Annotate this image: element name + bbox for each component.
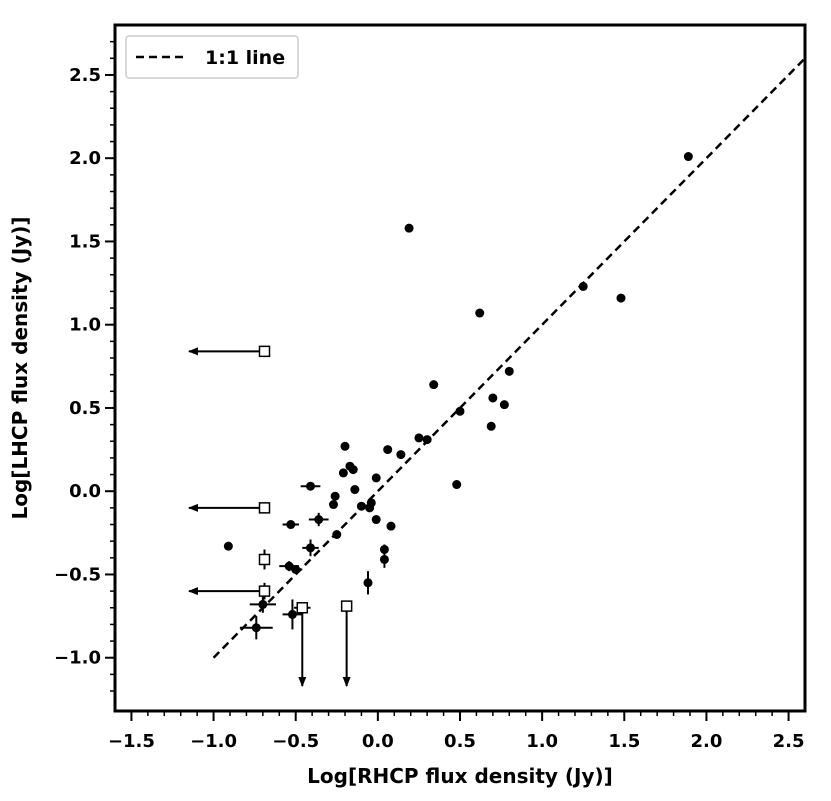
data-point [486,421,496,431]
x-tick-label: −1.0 [190,731,237,752]
y-tick-label: 1.0 [69,315,101,336]
data-point [348,465,358,475]
data-point [499,400,509,410]
data-point [379,544,389,554]
data-point [338,468,348,478]
y-axis-title: Log[LHCP flux density (Jy)] [8,217,32,520]
data-point [314,515,324,525]
y-tick-label: −1.0 [54,648,101,669]
data-point [306,481,315,491]
x-tick-label: −0.5 [272,731,319,752]
x-tick-label: 1.0 [526,731,558,752]
data-point [452,480,462,490]
x-tick-label: 2.0 [690,731,722,752]
data-point [329,500,338,510]
x-tick-label: −1.5 [108,731,155,752]
data-point [223,541,233,551]
x-tick-label: 1.5 [608,731,640,752]
data-point [258,599,268,609]
limit-square [258,345,271,358]
data-point [379,554,389,564]
limit-square [258,553,271,566]
x-axis-ticks: −1.5 −1.0 −0.5 0.0 0.5 1.0 1.5 2.0 2.5 [108,711,805,752]
x-axis-title: Log[RHCP flux density (Jy)] [307,764,613,788]
y-tick-label: 0.5 [69,398,101,419]
data-point [683,152,693,162]
data-point [475,308,485,318]
data-point [429,380,439,390]
limit-square [258,502,271,514]
data-point [330,491,340,501]
data-point [404,223,414,233]
data-point [616,293,626,303]
y-tick-label: 2.0 [69,148,101,169]
x-tick-label: 0.0 [362,731,394,752]
limit-square [296,602,309,614]
data-point [287,609,297,619]
data-point [414,433,424,443]
data-point [504,366,514,376]
data-point [306,543,315,553]
data-point [340,441,350,451]
legend: 1:1 line [125,35,299,79]
limit-square [258,585,271,597]
y-tick-label: 2.5 [69,65,101,86]
y-tick-label: 0.0 [69,481,101,502]
data-point [386,521,396,531]
data-point [422,435,432,445]
data-point [291,564,301,574]
data-point [578,281,588,291]
data-point [383,445,393,455]
data-point [371,515,381,525]
one-to-one-line [212,57,806,659]
data-point [251,623,261,633]
data-point [286,520,296,530]
data-point [488,393,498,403]
legend-box [125,35,299,79]
data-point [356,501,366,511]
data-point [371,473,381,483]
y-tick-label: 1.5 [69,231,101,252]
y-axis-ticks: −1.0 −0.5 0.0 0.5 1.0 1.5 2.0 2.5 [54,40,115,692]
data-point [396,450,406,460]
data-point [363,578,373,588]
limit-square [340,600,353,612]
data-point [365,503,375,513]
data-point [350,485,360,495]
legend-label: 1:1 line [205,47,285,69]
data-point [332,530,342,540]
chart-marks [187,57,806,688]
x-tick-label: 0.5 [444,731,476,752]
x-tick-label: 2.5 [773,731,805,752]
data-point [455,406,465,416]
y-tick-label: −0.5 [54,564,101,585]
